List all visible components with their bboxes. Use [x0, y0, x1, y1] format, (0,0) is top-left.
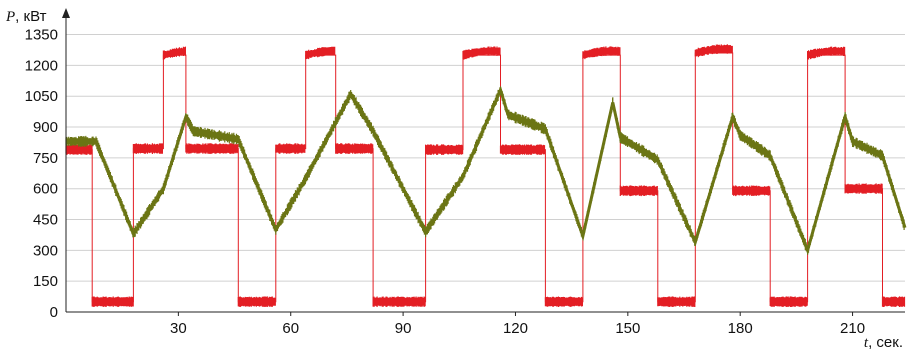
- x-tick-label-60: 60: [282, 320, 299, 337]
- grid-lines: [66, 34, 905, 282]
- axes: [62, 8, 905, 316]
- y-tick-label-300: 300: [33, 242, 58, 259]
- x-tick-label-30: 30: [170, 320, 187, 337]
- y-tick-label-1200: 1200: [25, 57, 58, 74]
- y-tick-label-600: 600: [33, 181, 58, 198]
- series-layer: [65, 44, 907, 307]
- y-axis-unit: , кВт: [15, 8, 46, 25]
- y-tick-label-900: 900: [33, 119, 58, 136]
- y-tick-labels: 0 150 300 450 600 750 900 1050 1200 1350: [25, 27, 58, 321]
- y-axis-arrow: [62, 8, 70, 18]
- y-tick-label-1350: 1350: [25, 27, 58, 44]
- y-tick-label-150: 150: [33, 273, 58, 290]
- x-tick-label-120: 120: [503, 320, 528, 337]
- x-tick-label-210: 210: [840, 320, 865, 337]
- series-2: [65, 85, 907, 255]
- y-tick-label-750: 750: [33, 150, 58, 167]
- x-tick-labels: 30 60 90 120 150 180 210: [170, 320, 865, 337]
- series-2-band: [65, 86, 905, 255]
- x-tick-label-180: 180: [728, 320, 753, 337]
- y-tick-label-450: 450: [33, 212, 58, 229]
- series-2-line: [66, 85, 907, 255]
- x-axis-title: t, сек.: [864, 334, 903, 351]
- x-axis-variable: t: [864, 335, 869, 351]
- x-axis-unit: , сек.: [868, 334, 903, 351]
- x-tick-label-90: 90: [395, 320, 412, 337]
- y-tick-label-0: 0: [50, 304, 58, 321]
- y-axis-variable: P: [5, 9, 15, 25]
- x-tick-label-150: 150: [615, 320, 640, 337]
- y-tick-label-1050: 1050: [25, 88, 58, 105]
- y-axis-title: P, кВт: [5, 8, 47, 25]
